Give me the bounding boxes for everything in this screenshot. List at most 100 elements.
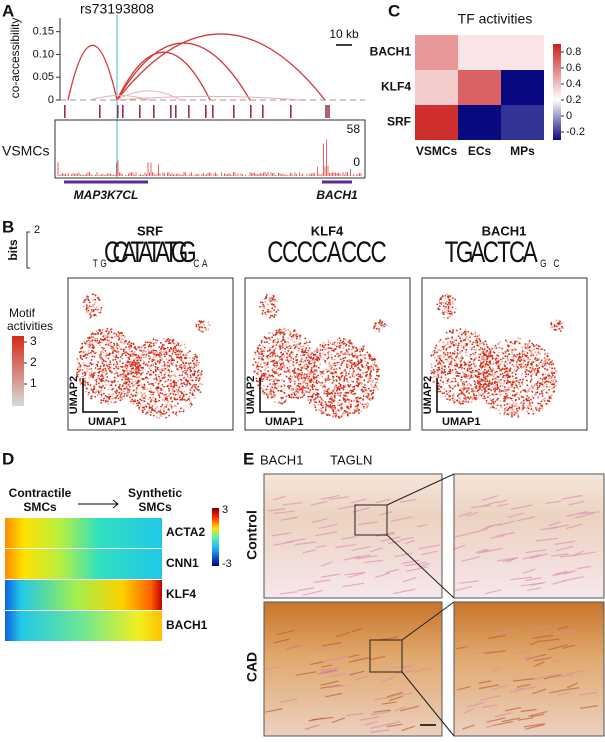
cell-point <box>536 371 538 373</box>
cell-point <box>465 329 467 331</box>
cell-point <box>176 385 178 387</box>
cell-point <box>374 326 376 328</box>
cell-point <box>494 391 496 393</box>
cell-point <box>112 359 114 361</box>
cell-point <box>439 298 441 300</box>
cell-point <box>307 366 309 368</box>
cell-point <box>173 397 175 399</box>
cell-point <box>164 354 166 356</box>
cell-point <box>195 377 197 379</box>
cell-point <box>295 359 297 361</box>
cell-point <box>166 358 168 360</box>
heatmap-cell <box>501 105 544 140</box>
cell-point <box>181 344 183 346</box>
cell-point <box>95 383 97 385</box>
y-tick-label: 0 <box>48 94 54 106</box>
cell-point <box>107 403 109 405</box>
cell-point <box>179 357 181 359</box>
cell-point <box>370 370 372 372</box>
cell-point <box>522 355 524 357</box>
cell-point <box>118 398 120 400</box>
cell-point <box>473 376 475 378</box>
cell-point <box>184 357 186 359</box>
cell-point <box>270 311 272 313</box>
cell-point <box>94 338 96 340</box>
cell-point <box>145 396 147 398</box>
cell-point <box>157 387 159 389</box>
cell-point <box>158 346 160 348</box>
cell-point <box>160 413 162 415</box>
cell-point <box>307 386 309 388</box>
cell-point <box>109 353 111 355</box>
cell-point <box>85 373 87 375</box>
cell-point <box>134 346 136 348</box>
cell-point <box>339 395 341 397</box>
cell-point <box>115 356 117 358</box>
cell-point <box>170 385 172 387</box>
cell-point <box>270 361 272 363</box>
cell-point <box>443 342 445 344</box>
cell-point <box>263 307 265 309</box>
cell-point <box>334 384 336 386</box>
heatmap-title: TF activities <box>458 11 533 27</box>
cell-point <box>472 353 474 355</box>
cell-point <box>87 384 89 386</box>
cell-point <box>338 356 340 358</box>
cell-point <box>532 350 534 352</box>
cell-point <box>162 384 164 386</box>
cell-point <box>149 366 151 368</box>
cell-point <box>493 407 495 409</box>
cell-point <box>482 352 484 354</box>
cell-point <box>189 388 191 390</box>
cell-point <box>116 368 118 370</box>
cell-point <box>185 353 187 355</box>
cell-point <box>346 405 348 407</box>
cell-point <box>141 395 143 397</box>
cell-point <box>530 359 532 361</box>
cell-point <box>347 398 349 400</box>
cell-point <box>204 327 206 329</box>
cell-point <box>280 390 282 392</box>
cell-point <box>174 351 176 353</box>
cell-point <box>444 308 446 310</box>
cell-point <box>81 346 83 348</box>
cell-point <box>479 340 481 342</box>
cell-point <box>362 346 364 348</box>
cell-point <box>475 352 477 354</box>
cell-point <box>479 339 481 341</box>
cell-point <box>168 383 170 385</box>
cell-point <box>273 340 275 342</box>
cell-point <box>260 342 262 344</box>
cell-point <box>514 370 516 372</box>
cell-point <box>93 380 95 382</box>
cell-point <box>169 350 171 352</box>
cell-point <box>277 338 279 340</box>
cell-point <box>291 376 293 378</box>
cell-point <box>270 375 272 377</box>
cell-point <box>273 351 275 353</box>
cell-point <box>95 372 97 374</box>
cell-point <box>516 405 518 407</box>
cell-point <box>105 356 107 358</box>
cell-point <box>445 349 447 351</box>
cell-point <box>355 406 357 408</box>
cell-point <box>494 401 496 403</box>
cell-point <box>91 371 93 373</box>
cell-point <box>150 374 152 376</box>
cell-point <box>124 336 126 338</box>
cell-point <box>166 396 168 398</box>
cell-point <box>141 386 143 388</box>
cell-point <box>275 334 277 336</box>
cell-point <box>304 379 306 381</box>
cell-point <box>535 374 537 376</box>
cell-point <box>548 386 550 388</box>
cell-point <box>434 371 436 373</box>
cell-point <box>160 415 162 417</box>
cell-point <box>129 386 131 388</box>
cell-point <box>264 365 266 367</box>
cell-point <box>135 358 137 360</box>
cell-point <box>136 374 138 376</box>
cell-point <box>303 377 305 379</box>
cell-point <box>361 386 363 388</box>
cell-point <box>345 392 347 394</box>
